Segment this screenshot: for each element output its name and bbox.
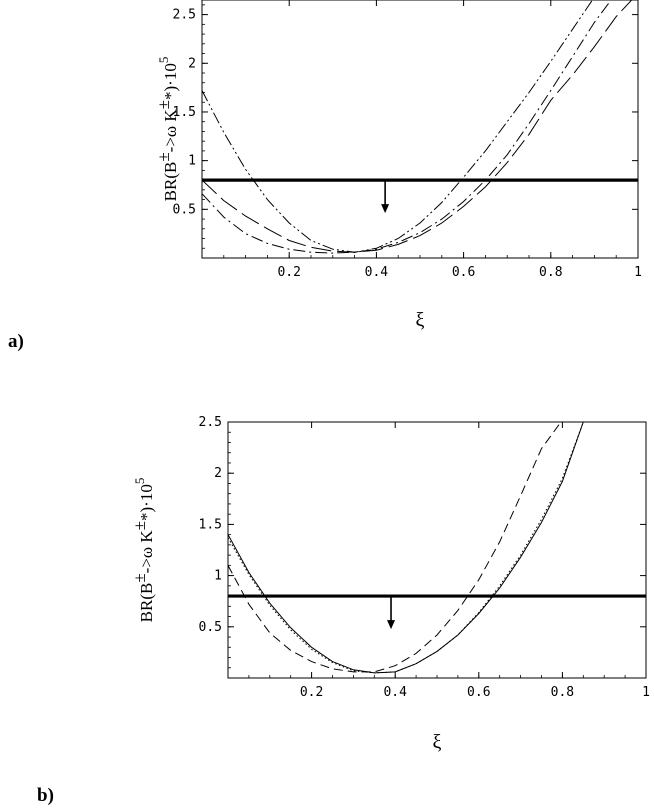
arrow-head — [387, 620, 396, 630]
y-label-part: BR(B — [137, 583, 156, 623]
y-tick-label: 0.5 — [199, 620, 222, 635]
series-line-dash — [228, 422, 562, 673]
y-label-part: ->ω K — [161, 109, 180, 153]
x-tick-label: 1 — [642, 685, 650, 700]
arrow-head — [381, 204, 390, 214]
y-label-part: ->ω K — [137, 530, 156, 574]
y-tick-label: 2 — [214, 466, 222, 481]
chart-panel-1: 0.2 0.4 0.6 0.8 10.511.522.5BR(B±->ω K±*)·10… — [8, 0, 642, 352]
x-axis-label: ξ — [416, 309, 425, 331]
y-tick-label: 1.5 — [173, 105, 196, 120]
y-tick-label: 2.5 — [173, 8, 196, 23]
y-label-part: ± — [154, 100, 173, 109]
plot-frame — [201, 0, 639, 259]
y-tick-label: 2 — [188, 56, 196, 71]
x-tick-label: 0.8 — [539, 265, 562, 280]
y-axis-label: BR(B±->ω K±*)·105 — [154, 57, 180, 202]
x-tick-label: 0.6 — [452, 265, 475, 280]
x-tick-label: 0.6 — [467, 685, 490, 700]
y-label-part: ± — [130, 573, 149, 582]
panel-label: b) — [37, 785, 54, 806]
y-label-part: *)·10 — [137, 484, 156, 521]
x-tick-label: 0.4 — [383, 685, 407, 700]
y-label-part: ± — [154, 152, 173, 161]
x-axis-label: ξ — [433, 731, 442, 753]
y-tick-label: 1 — [214, 569, 222, 584]
panel-label: a) — [8, 331, 24, 352]
y-label-part: *)·10 — [161, 63, 180, 100]
chart-panel-2: 0.2 0.4 0.6 0.8 10.511.522.5BR(B±->ω K±*)·10… — [37, 415, 650, 806]
series-line-dash-dot-dot — [202, 0, 594, 253]
y-tick-label: 2.5 — [199, 415, 222, 430]
x-tick-label: 0.2 — [300, 685, 323, 700]
y-label-part: ± — [130, 521, 149, 530]
x-tick-label: 0.2 — [277, 265, 300, 280]
y-label-part: 5 — [156, 57, 171, 64]
y-axis-label: BR(B±->ω K±*)·105 — [130, 478, 156, 623]
series-line-solid — [228, 422, 584, 674]
curves — [202, 0, 633, 254]
y-tick-label: 1.5 — [199, 517, 222, 532]
series-line-long-dash — [202, 0, 633, 253]
y-label-part: BR(B — [161, 162, 180, 202]
x-tick-label: 0.4 — [365, 265, 389, 280]
plot-frame — [227, 421, 647, 679]
curves — [228, 422, 584, 674]
y-tick-label: 1 — [188, 154, 196, 169]
x-tick-label: 1 — [634, 265, 642, 280]
series-line-dash-dot — [202, 0, 612, 254]
y-tick-label: 0.5 — [173, 202, 196, 217]
series-line-dotted — [228, 422, 584, 674]
y-label-part: 5 — [132, 478, 147, 485]
x-tick-label: 0.8 — [551, 685, 574, 700]
